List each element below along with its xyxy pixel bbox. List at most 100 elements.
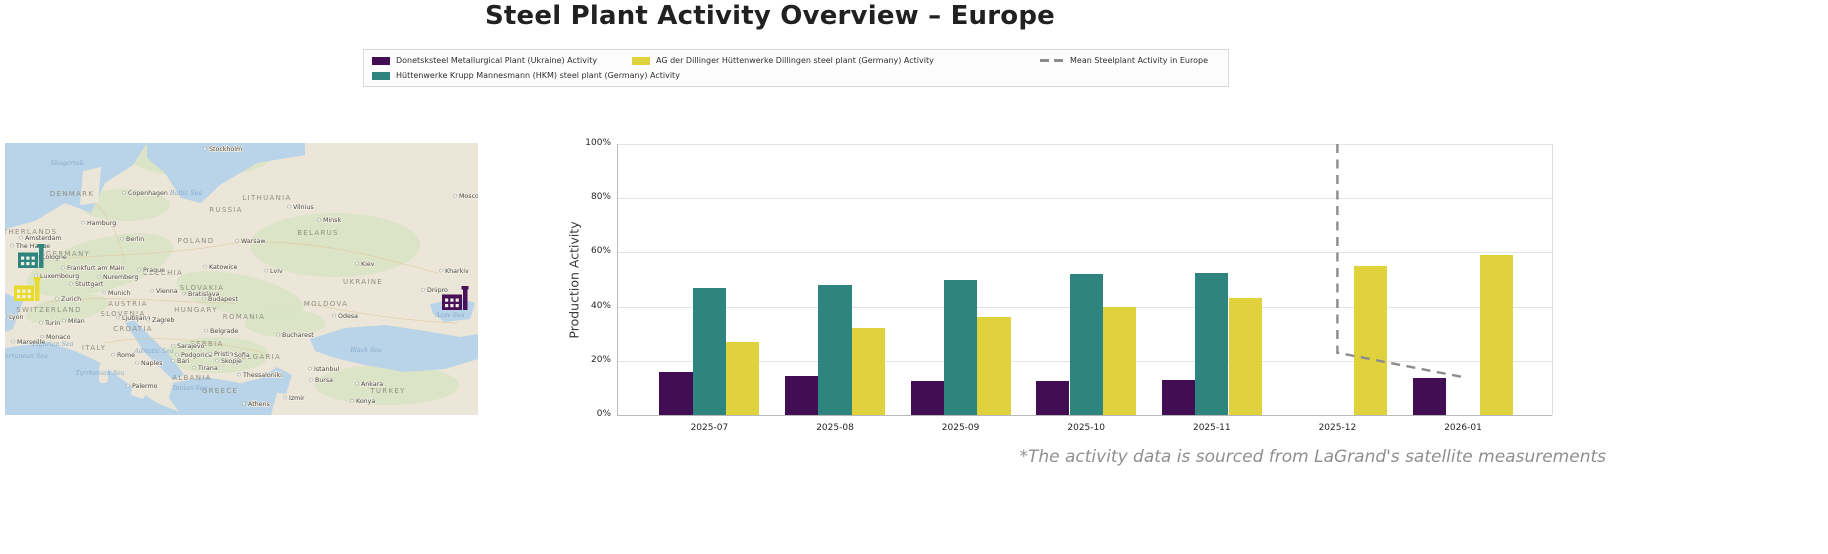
city-dot [135, 360, 139, 365]
bar [726, 341, 760, 415]
map-label-city: Turin [44, 320, 60, 327]
city-dot [126, 383, 130, 388]
map-label-city: Sarajevo [177, 343, 205, 350]
city-dot [215, 358, 219, 363]
map-label-city: Minsk [323, 217, 341, 224]
map-label-city: Dnipro [427, 287, 448, 294]
factory-icon [22, 295, 26, 299]
sardinia-island [99, 364, 108, 383]
map-label-sea: Azov Sea [434, 312, 464, 319]
bar [1412, 378, 1447, 415]
city-dot [40, 334, 44, 339]
factory-icon [450, 298, 454, 302]
map-label-sea: Tyrrhenian Sea [75, 370, 124, 377]
factory-icon [17, 289, 21, 293]
factory-icon [31, 256, 35, 260]
bar [1102, 306, 1137, 415]
x-tick-label: 2026-01 [1444, 423, 1482, 433]
map-label-city: Berlin [126, 236, 144, 243]
legend-item-label: Hüttenwerke Krupp Mannesmann (HKM) steel… [396, 71, 680, 80]
map-label-city: Vienna [156, 288, 178, 295]
map-label-country: DENMARK [50, 190, 94, 198]
city-dot [309, 377, 313, 382]
city-dot [453, 193, 457, 198]
map-label-city: Ljubljana [122, 315, 151, 322]
factory-icon [21, 256, 25, 260]
plant-marker [18, 244, 45, 268]
city-dot [203, 264, 207, 269]
bar [1195, 272, 1229, 415]
map-label-sea: Skagerrak [50, 160, 83, 167]
sea-area [169, 377, 277, 415]
map-label-city: Kiev [361, 261, 375, 268]
y-gridline [617, 144, 1552, 145]
map-label-city: Luxembourg [40, 273, 79, 280]
bar [1069, 274, 1103, 415]
map-label-sea: Mediterranean Sea [5, 353, 48, 360]
vegetation-patch [80, 189, 170, 221]
map-label-city: Bratislava [188, 291, 220, 298]
city-dot [137, 267, 141, 272]
map-label-city: Hamburg [87, 220, 116, 227]
sea-area [260, 367, 292, 394]
factory-icon [31, 262, 35, 266]
factory-icon [35, 279, 40, 301]
factory-icon [26, 262, 30, 266]
bar [1228, 298, 1262, 415]
factory-icon [445, 298, 449, 302]
city-dot [61, 265, 65, 270]
sea-area [147, 143, 305, 203]
map-label-city: Kharkiv [445, 268, 469, 275]
right-spine [1552, 144, 1553, 415]
city-dot [69, 281, 73, 286]
city-dot [355, 261, 359, 266]
factory-icon [26, 256, 30, 260]
map-label-city: Thessaloniki [242, 372, 282, 379]
road-line [104, 338, 266, 354]
city-dot [150, 288, 154, 293]
map-label-country: MOLDOVA [304, 300, 348, 308]
road-line [304, 302, 458, 324]
y-tick-label: 0% [596, 409, 611, 419]
map-label-city: Naples [141, 360, 162, 367]
map-label-country: ALBANIA [172, 374, 211, 382]
map-label-country: SERBIA [190, 340, 223, 348]
factory-icon [18, 252, 38, 268]
road-line [234, 241, 438, 274]
y-tick-label: 20% [590, 354, 611, 365]
city-dot [97, 274, 101, 279]
europe-map[interactable]: DENMARK NETHERLANDS GERMANY POLAND LITHUANIA… [5, 143, 478, 415]
map-label-city: Prague [143, 267, 165, 274]
vegetation-patch [165, 337, 269, 373]
city-dot [171, 358, 175, 363]
factory-icon [461, 286, 469, 290]
city-dot [264, 268, 268, 273]
map-label-country: UKRAINE [343, 278, 383, 286]
legend-color-swatch [632, 56, 650, 65]
y-gridline [617, 252, 1552, 254]
plant-marker [14, 277, 41, 301]
city-dot [55, 296, 59, 301]
bar [943, 279, 978, 415]
y-tick-label: 80% [590, 192, 611, 203]
city-dot [332, 313, 336, 318]
city-dot [350, 398, 354, 403]
corsica-island [101, 347, 108, 361]
map-label-city: Skopje [221, 358, 242, 365]
city-dot [175, 352, 179, 357]
sea-area [5, 293, 23, 332]
x-tick-label: 2025-07 [690, 423, 729, 433]
city-dot [287, 204, 291, 209]
bar [910, 381, 944, 415]
map-label-city: Sofia [234, 352, 250, 359]
vegetation-patch [250, 213, 420, 277]
map-label-city: Zagreb [152, 317, 175, 324]
italy-peninsula [92, 318, 157, 382]
map-label-country: AUSTRIA [108, 300, 147, 308]
x-tick-label: 2025-09 [941, 423, 980, 433]
city-dot [34, 273, 38, 278]
map-label-country: LITHUANIA [242, 194, 291, 202]
map-label-sea: Ligurian Sea [32, 341, 74, 348]
x-axis-spine [617, 415, 1552, 416]
x-tick-label: 2025-10 [1067, 423, 1105, 433]
